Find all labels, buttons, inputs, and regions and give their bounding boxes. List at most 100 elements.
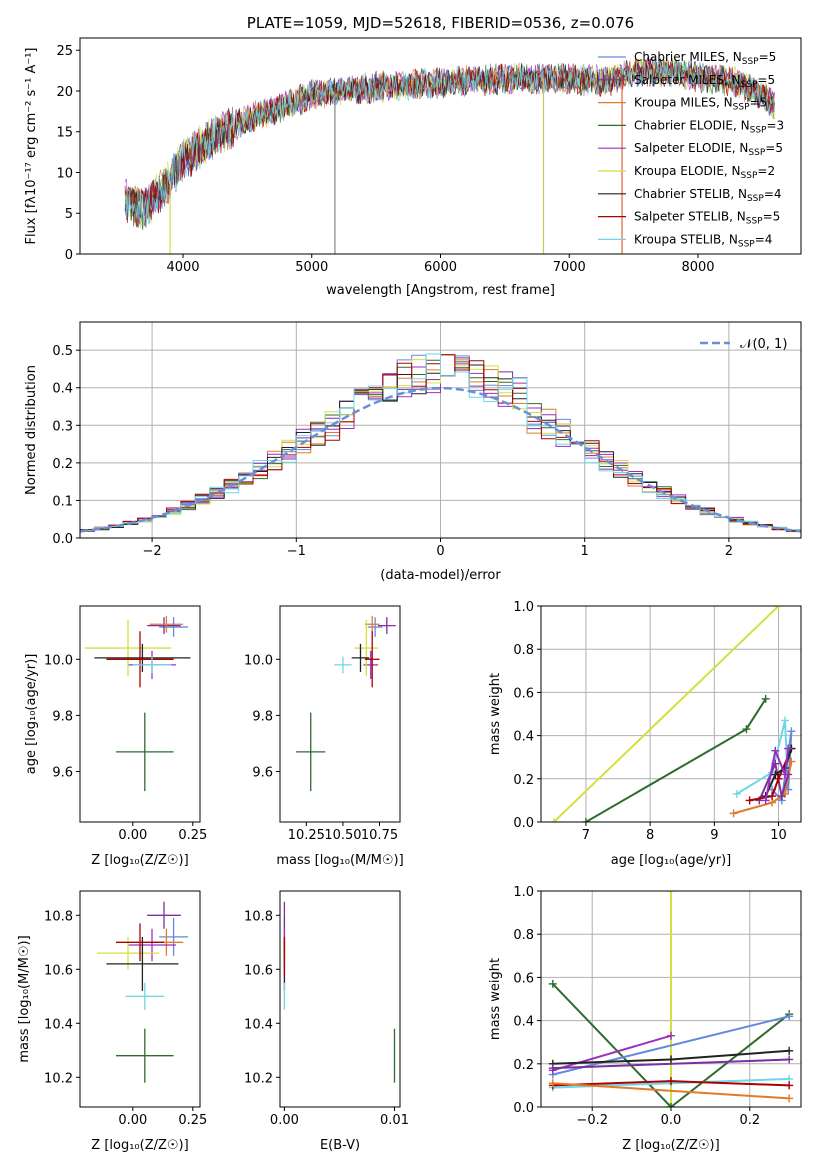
x-tick-label: 1	[581, 544, 589, 559]
age-vs-mass-panel: 10.25 10.50 10.75 9.6 9.8 10.0 mass [log₁₀(M/M…	[244, 605, 404, 868]
legend-suffix: =3	[766, 118, 784, 132]
y-tick-label: 10.6	[44, 963, 73, 978]
spectrum-line-kroupa-stelib	[124, 56, 775, 227]
plot-area	[549, 606, 796, 822]
legend-subscript: SSP	[742, 57, 759, 67]
y-tick-label: 9.8	[252, 709, 273, 724]
x-tick-label: 0.01	[380, 1113, 409, 1128]
legend-suffix: =5	[757, 73, 775, 87]
y-tick-label: 9.6	[252, 766, 273, 781]
legend-subscript: SSP	[750, 125, 767, 135]
legend-subscript: SSP	[748, 148, 765, 158]
residual-histogram-panel: −2 −1 0 1 2 0.0 0.1 0.2 0.3 0.4 0.5 (data-model)/er…	[24, 321, 802, 583]
x-axis-label: (data-model)/error	[380, 568, 501, 583]
y-tick-label: 10.0	[244, 653, 273, 668]
legend-suffix: =2	[757, 164, 775, 178]
axes-frame	[279, 605, 401, 823]
legend-suffix: =5	[750, 96, 768, 110]
legend-subscript: SSP	[733, 103, 750, 113]
y-tick-label: 0.0	[513, 1101, 534, 1116]
x-tick-label: 7000	[553, 260, 586, 275]
y-tick-label: 15	[56, 126, 73, 141]
y-tick-label: 0.4	[52, 382, 73, 397]
y-tick-label: 1.0	[513, 600, 534, 615]
legend-text: Kroupa STELIB, N	[634, 232, 738, 246]
y-tick-label: 10.6	[244, 963, 273, 978]
x-axis-label: mass [log₁₀(M/M☉)]	[276, 853, 403, 868]
legend-label-salpeter-elodie: Salpeter ELODIE, NSSP=5	[634, 141, 783, 158]
y-tick-label: 10.0	[44, 653, 73, 668]
age-vs-metallicity-panel: 0.00 0.25 9.6 9.8 10.0 Z [log₁₀(Z/Z☉)] age [lo…	[24, 605, 207, 868]
legend-suffix: =5	[759, 50, 777, 64]
y-tick-label: 5	[65, 207, 73, 222]
x-tick-label: 10.25	[288, 828, 325, 843]
chart-title: PLATE=1059, MJD=52618, FIBERID=0536, z=0…	[247, 14, 634, 32]
y-tick-label: 0.2	[513, 1058, 534, 1073]
legend-text: Salpeter MILES, N	[634, 73, 741, 87]
x-tick-label: 7	[582, 828, 590, 843]
x-tick-label: 0.0	[661, 1113, 682, 1128]
legend-suffix: =5	[763, 210, 781, 224]
legend-suffix: =4	[755, 232, 773, 246]
x-tick-label: 0.25	[178, 1113, 207, 1128]
x-tick-label: 0	[436, 544, 444, 559]
legend-label-normal: 𝒩(0, 1)	[740, 337, 787, 352]
y-tick-label: 10.4	[44, 1017, 73, 1032]
y-tick-label: 0	[65, 248, 73, 263]
y-tick-label: 0.8	[513, 928, 534, 943]
weight-line-kroupa-miles	[552, 1082, 790, 1100]
x-axis-label: E(B-V)	[320, 1138, 360, 1153]
x-tick-label: 9	[710, 828, 718, 843]
y-axis-label: mass weight	[488, 673, 503, 755]
weight-line-chabrier-miles	[552, 1015, 790, 1076]
plot-area	[283, 901, 396, 1083]
legend-label-chabrier-miles: Chabrier MILES, NSSP=5	[634, 50, 776, 67]
x-tick-label: −0.2	[576, 1113, 608, 1128]
y-tick-label: 20	[56, 85, 73, 100]
y-tick-label: 10.2	[244, 1071, 273, 1086]
y-tick-label: 0.8	[513, 643, 534, 658]
x-tick-label: 10.50	[324, 828, 361, 843]
x-tick-label: 2	[725, 544, 733, 559]
legend-label-salpeter-miles: Salpeter MILES, NSSP=5	[634, 73, 775, 90]
legend-label-salpeter-stelib: Salpeter STELIB, NSSP=5	[634, 210, 780, 227]
x-axis-label: Z [log₁₀(Z/Z☉)]	[622, 1138, 719, 1153]
y-axis-label: age [log₁₀(age/yr)]	[24, 654, 39, 775]
y-tick-label: 0.3	[52, 419, 73, 434]
weight-vs-age-panel: 7 8 9 10 0.0 0.2 0.4 0.6 0.8 1.0 age [log₁₀(age/yr…	[488, 600, 802, 868]
legend-label-chabrier-stelib: Chabrier STELIB, NSSP=4	[634, 187, 782, 204]
normal-curve	[80, 386, 801, 533]
x-tick-label: −1	[287, 544, 306, 559]
axes-frame	[79, 890, 201, 1108]
x-tick-label: 6000	[424, 260, 457, 275]
y-tick-label: 0.4	[513, 730, 534, 745]
axes-frame	[540, 605, 802, 823]
x-axis-label: Z [log₁₀(Z/Z☉)]	[91, 853, 188, 868]
y-axis-label: mass [log₁₀(M/M☉)]	[17, 935, 32, 1062]
legend-suffix: =4	[764, 187, 782, 201]
y-axis-label: Normed distribution	[24, 365, 39, 495]
y-tick-label: 0.1	[52, 494, 73, 509]
legend-subscript: SSP	[741, 171, 758, 181]
plot-area	[80, 353, 801, 533]
x-tick-label: 8	[646, 828, 654, 843]
y-tick-label: 1.0	[513, 885, 534, 900]
axes-frame	[279, 890, 401, 1108]
weight-line-chabrier-elodie	[552, 983, 790, 1107]
y-tick-label: 10	[56, 166, 73, 181]
y-axis-label: mass weight	[488, 958, 503, 1040]
x-tick-label: 0.00	[270, 1113, 299, 1128]
y-tick-label: 10.2	[44, 1071, 73, 1086]
legend-subscript: SSP	[741, 80, 758, 90]
legend-label-chabrier-elodie: Chabrier ELODIE, NSSP=3	[634, 118, 784, 135]
legend-text: Kroupa ELODIE, N	[634, 164, 741, 178]
y-axis-label: Flux [fλ10⁻¹⁷ erg cm⁻² s⁻¹ A⁻¹]	[24, 48, 39, 245]
weight-line-chabrier-stelib	[764, 748, 793, 797]
x-tick-label: −2	[143, 544, 162, 559]
plot-area	[96, 901, 188, 1083]
x-axis-label: age [log₁₀(age/yr)]	[611, 853, 732, 868]
weight-vs-metallicity-panel: −0.2 0.0 0.2 0.0 0.2 0.4 0.6 0.8 1.0 Z [log₁₀(Z/Z…	[488, 885, 802, 1153]
x-tick-label: 10	[770, 828, 787, 843]
x-tick-label: 8000	[681, 260, 714, 275]
